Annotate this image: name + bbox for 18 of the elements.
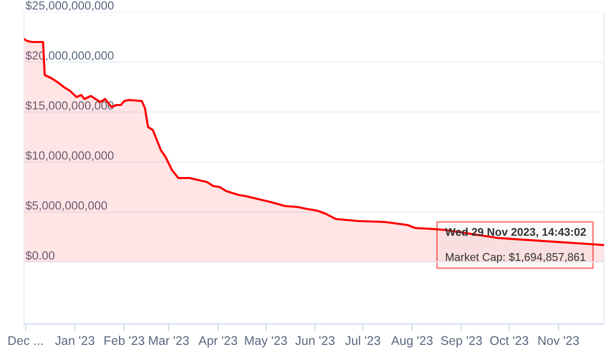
x-tick-label: Jul '23 (345, 336, 380, 345)
x-tick-label: Jun '23 (295, 336, 335, 345)
x-tick-label: Mar '23 (149, 336, 189, 345)
y-tick-label: $10,000,000,000 (26, 150, 114, 162)
y-tick-label: $5,000,000,000 (26, 200, 107, 212)
annotation: Market Cap: $1,694,857,861 (446, 252, 586, 264)
x-tick-label: Aug '23 (391, 336, 433, 348)
x-tick-label: May '23 (245, 336, 287, 348)
x-tick-label: Nov '23 (538, 336, 579, 345)
x-tick-label: Sep '23 (441, 336, 482, 348)
x-tick-label: Apr '23 (198, 336, 238, 348)
x-tick-label: Jan '23 (55, 336, 94, 345)
x-tick-label: Dec ... (8, 336, 43, 345)
y-tick-label: $0.00 (26, 250, 54, 260)
y-tick-label: $15,000,000,000 (26, 100, 114, 112)
y-tick-label: $25,000,000,000 (26, 0, 114, 12)
x-tick-label: Feb '23 (104, 336, 144, 345)
x-tick-label: Oct '23 (490, 336, 528, 345)
